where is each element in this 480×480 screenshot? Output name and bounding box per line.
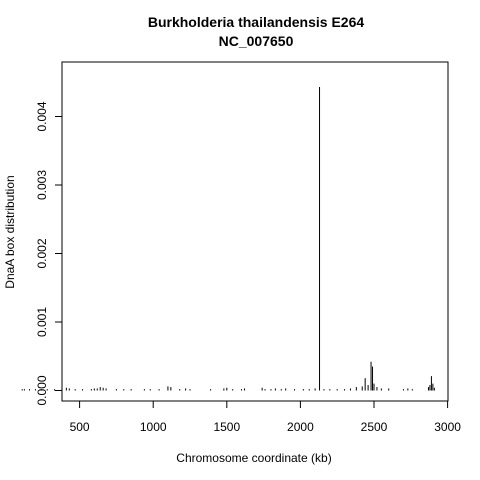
x-tick-label: 3000 [434, 420, 461, 434]
y-tick-label: 0.001 [35, 307, 49, 337]
y-tick-label: 0.000 [35, 375, 49, 405]
x-axis-label: Chromosome coordinate (kb) [176, 451, 331, 465]
x-tick-label: 500 [70, 420, 90, 434]
x-tick-label: 2500 [361, 420, 388, 434]
data-bars [21, 87, 435, 391]
y-tick-label: 0.002 [35, 238, 49, 268]
x-tick-label: 2000 [287, 420, 314, 434]
y-tick-label: 0.004 [35, 101, 49, 131]
plot-frame [61, 61, 449, 402]
chart-subtitle: NC_007650 [219, 33, 294, 49]
y-axis-label: DnaA box distribution [3, 175, 17, 288]
y-axis: 0.000 0.001 0.002 0.003 0.004 [35, 101, 63, 406]
x-axis: 500 1000 1500 2000 2500 3000 [70, 400, 461, 434]
chart-title: Burkholderia thailandensis E264 [148, 14, 365, 30]
y-tick-label: 0.003 [35, 170, 49, 200]
x-tick-label: 1500 [213, 420, 240, 434]
x-tick-label: 1000 [140, 420, 167, 434]
